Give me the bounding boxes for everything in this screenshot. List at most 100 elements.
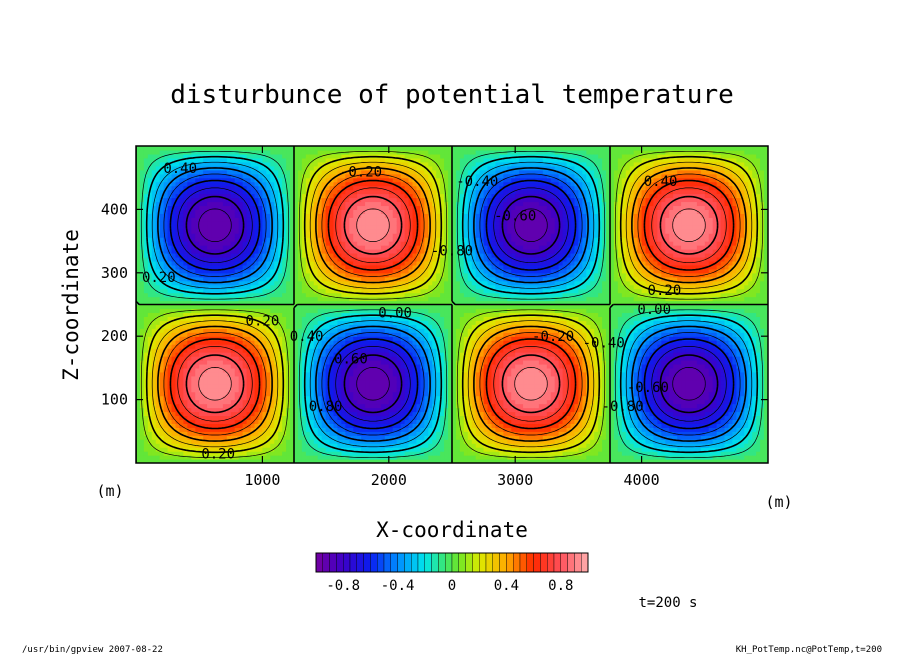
heatmap-cell xyxy=(376,229,382,234)
heatmap-cell xyxy=(369,348,374,353)
heatmap-cell xyxy=(159,157,165,163)
heatmap-cell xyxy=(321,316,327,321)
heatmap-cell xyxy=(203,431,208,436)
heatmap-cell xyxy=(301,149,307,155)
heatmap-cell xyxy=(246,348,252,353)
heatmap-cell xyxy=(357,225,362,230)
heatmap-cell xyxy=(151,419,157,424)
heatmap-cell xyxy=(191,300,196,306)
heatmap-cell xyxy=(321,193,327,199)
heatmap-cell xyxy=(226,316,232,321)
heatmap-cell xyxy=(250,459,256,463)
heatmap-cell xyxy=(159,181,165,187)
heatmap-cell xyxy=(191,304,196,310)
heatmap-cell xyxy=(254,435,260,440)
heatmap-cell xyxy=(254,387,260,393)
heatmap-cell xyxy=(234,146,240,151)
heatmap-cell xyxy=(376,399,382,405)
heatmap-cell xyxy=(136,177,141,183)
heatmap-cell xyxy=(357,379,362,385)
heatmap-cell xyxy=(361,272,366,278)
heatmap-cell xyxy=(369,367,374,373)
heatmap-cell xyxy=(376,181,382,187)
heatmap-cell xyxy=(195,328,200,333)
heatmap-cell xyxy=(207,447,212,452)
heatmap-cell xyxy=(218,403,224,409)
heatmap-cell xyxy=(242,356,248,361)
heatmap-cell xyxy=(357,209,362,214)
heatmap-cell xyxy=(175,213,181,218)
heatmap-cell xyxy=(191,288,196,294)
heatmap-cell xyxy=(309,419,315,424)
heatmap-cell xyxy=(211,332,216,337)
heatmap-cell xyxy=(329,375,335,381)
heatmap-cell xyxy=(179,173,184,179)
heatmap-cell xyxy=(246,324,252,329)
heatmap-cell xyxy=(365,217,370,222)
heatmap-cell xyxy=(175,169,181,175)
heatmap-cell xyxy=(305,375,311,381)
heatmap-cell xyxy=(270,308,275,314)
heatmap-cell xyxy=(282,348,287,353)
heatmap-cell xyxy=(163,165,169,171)
heatmap-cell xyxy=(207,367,212,373)
heatmap-cell xyxy=(380,379,386,385)
heatmap-cell xyxy=(278,268,283,274)
heatmap-cell xyxy=(183,217,188,222)
heatmap-cell xyxy=(230,312,236,317)
heatmap-cell xyxy=(143,280,149,286)
heatmap-cell xyxy=(199,225,204,230)
heatmap-cell xyxy=(136,356,141,361)
heatmap-cell xyxy=(179,367,184,373)
heatmap-cell xyxy=(234,431,240,436)
heatmap-cell xyxy=(183,284,188,290)
heatmap-cell xyxy=(246,165,252,171)
heatmap-cell xyxy=(167,249,173,254)
heatmap-cell xyxy=(376,260,382,266)
heatmap-cell xyxy=(195,229,200,234)
heatmap-cell xyxy=(246,308,252,314)
heatmap-cell xyxy=(242,225,248,230)
heatmap-cell xyxy=(183,181,188,187)
heatmap-cell xyxy=(191,395,196,401)
heatmap-cell xyxy=(191,439,196,444)
heatmap-cell xyxy=(211,221,216,226)
heatmap-cell xyxy=(167,352,173,357)
heatmap-cell xyxy=(207,359,212,365)
heatmap-cell xyxy=(234,395,240,401)
heatmap-cell xyxy=(317,308,323,314)
heatmap-cell xyxy=(139,161,145,167)
heatmap-cell xyxy=(258,189,263,195)
heatmap-cell xyxy=(175,395,181,401)
heatmap-cell xyxy=(151,383,157,389)
heatmap-cell xyxy=(246,177,252,183)
heatmap-cell xyxy=(301,411,307,417)
heatmap-cell xyxy=(143,288,149,294)
heatmap-cell xyxy=(191,399,196,405)
heatmap-cell xyxy=(373,264,378,270)
heatmap-cell xyxy=(250,359,256,365)
heatmap-cell xyxy=(163,284,169,290)
heatmap-cell xyxy=(183,300,188,306)
heatmap-cell xyxy=(357,367,362,373)
heatmap-cell xyxy=(163,447,169,452)
heatmap-cell xyxy=(282,157,287,163)
heatmap-cell xyxy=(199,348,204,353)
heatmap-cell xyxy=(230,324,236,329)
heatmap-cell xyxy=(151,284,157,290)
heatmap-cell xyxy=(250,205,256,210)
heatmap-cell xyxy=(163,193,169,199)
heatmap-cell xyxy=(349,221,354,226)
heatmap-cell xyxy=(163,249,169,254)
heatmap-cell xyxy=(207,363,212,369)
heatmap-cell xyxy=(191,332,196,337)
heatmap-cell xyxy=(238,233,244,238)
heatmap-cell xyxy=(301,260,307,266)
heatmap-cell xyxy=(215,288,220,294)
heatmap-cell xyxy=(234,328,240,333)
heatmap-cell xyxy=(234,407,240,413)
heatmap-cell xyxy=(230,241,236,246)
heatmap-cell xyxy=(171,181,177,187)
heatmap-cell xyxy=(191,435,196,440)
heatmap-cell xyxy=(242,296,248,302)
